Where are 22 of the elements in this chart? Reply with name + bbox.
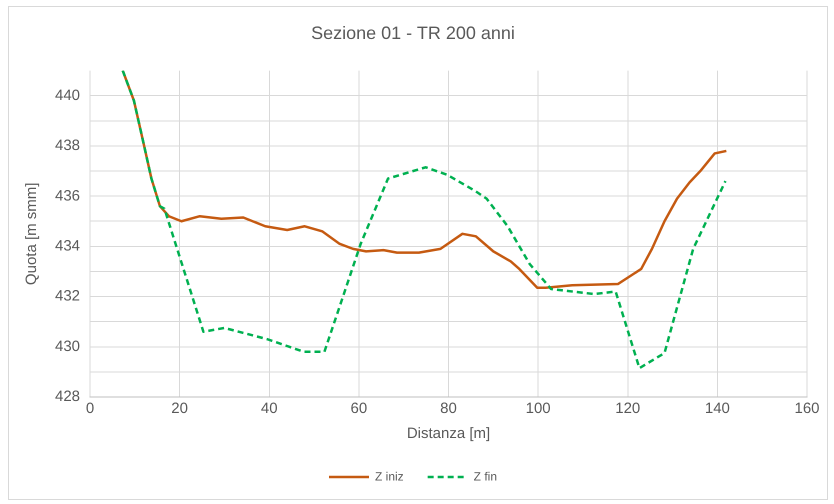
legend-label: Z iniz <box>374 469 404 484</box>
x-tick-label: 140 <box>704 400 730 418</box>
x-tick-label: 160 <box>794 400 820 418</box>
x-tick-label: 80 <box>440 400 457 418</box>
y-tick-label: 434 <box>54 237 80 254</box>
x-tick-label: 0 <box>86 400 94 418</box>
y-tick-label: 438 <box>54 137 80 154</box>
legend-label: Z fin <box>474 469 498 484</box>
y-tick-label: 436 <box>54 187 80 204</box>
y-tick-label: 432 <box>54 288 80 305</box>
x-tick-label: 120 <box>615 400 640 418</box>
x-tick-label: 100 <box>526 400 551 418</box>
x-axis-title: Distanza [m] <box>406 425 490 442</box>
y-tick-label: 430 <box>54 338 80 355</box>
line-series <box>121 70 727 370</box>
chart-title: Sezione 01 - TR 200 anni <box>311 22 515 43</box>
x-tick-label: 60 <box>350 400 368 418</box>
y-tick-label: 428 <box>54 388 80 406</box>
x-tick-label: 40 <box>260 400 278 418</box>
y-tick-label: 440 <box>54 86 80 104</box>
x-tick-label: 20 <box>171 400 188 418</box>
y-axis-title: Quota [m smm] <box>23 182 40 286</box>
